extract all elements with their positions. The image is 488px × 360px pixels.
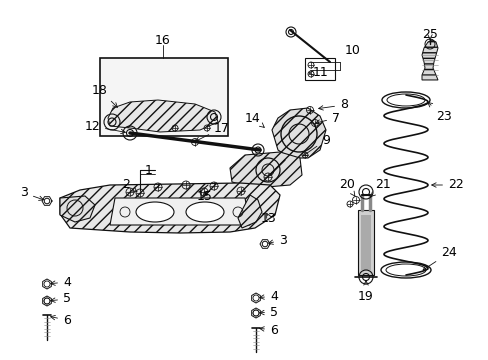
Text: 17: 17 (195, 122, 229, 141)
Text: 2: 2 (122, 177, 137, 192)
Text: 21: 21 (370, 179, 390, 197)
Ellipse shape (185, 202, 224, 222)
Text: 23: 23 (427, 102, 451, 122)
Text: 19: 19 (357, 281, 373, 303)
Text: 7: 7 (315, 112, 339, 125)
Text: 12: 12 (84, 120, 125, 134)
Text: 25: 25 (421, 27, 437, 40)
Text: 16: 16 (155, 33, 170, 46)
Ellipse shape (381, 92, 429, 108)
Text: 22: 22 (431, 179, 463, 192)
Text: 3: 3 (268, 234, 286, 247)
Bar (100, 58, 227, 136)
Text: 6: 6 (259, 324, 277, 337)
Text: 14: 14 (244, 112, 264, 127)
Text: 18: 18 (92, 84, 117, 107)
Polygon shape (60, 196, 95, 222)
Text: 3: 3 (20, 186, 43, 201)
Polygon shape (360, 215, 370, 270)
Text: 8: 8 (318, 99, 347, 112)
Text: 15: 15 (197, 189, 212, 202)
Polygon shape (108, 100, 218, 132)
Polygon shape (110, 198, 249, 225)
Text: 1: 1 (145, 163, 153, 176)
Bar (305, 58, 334, 80)
Polygon shape (229, 152, 302, 188)
Polygon shape (421, 40, 437, 80)
Text: 11: 11 (308, 67, 328, 80)
Text: 4: 4 (259, 289, 277, 302)
Polygon shape (357, 210, 373, 275)
Text: 20: 20 (339, 179, 355, 197)
Text: 5: 5 (51, 292, 71, 306)
Text: 4: 4 (51, 275, 71, 288)
Text: 13: 13 (261, 211, 276, 225)
Ellipse shape (136, 202, 174, 222)
Text: 6: 6 (51, 314, 71, 327)
Text: 5: 5 (259, 306, 278, 319)
Polygon shape (60, 183, 280, 233)
Polygon shape (238, 195, 262, 228)
Text: 9: 9 (303, 134, 329, 156)
Text: 10: 10 (345, 44, 360, 57)
Ellipse shape (380, 262, 430, 278)
Polygon shape (271, 108, 325, 158)
Text: 24: 24 (422, 247, 456, 270)
